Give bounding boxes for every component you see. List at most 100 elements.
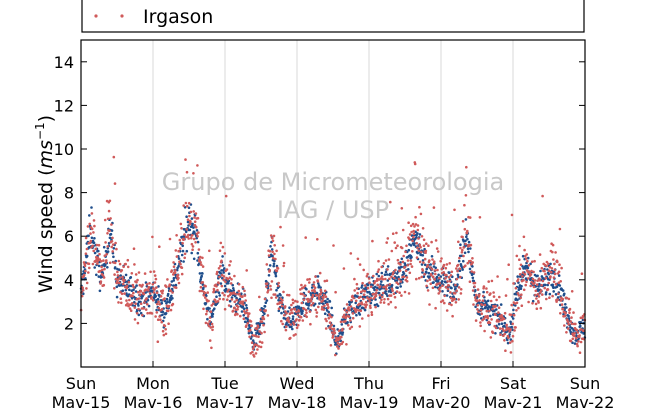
data-point — [279, 225, 282, 229]
data-point — [537, 301, 540, 304]
data-point — [313, 302, 317, 306]
data-point — [185, 249, 189, 253]
data-point — [426, 289, 430, 292]
data-point — [368, 304, 372, 308]
data-point — [334, 353, 337, 357]
data-point — [265, 299, 269, 302]
data-point — [314, 293, 318, 297]
data-point — [202, 286, 205, 290]
data-point — [227, 288, 230, 292]
data-point — [194, 212, 198, 215]
data-point — [439, 259, 443, 263]
data-point — [448, 271, 451, 275]
data-point — [199, 261, 202, 264]
data-point — [503, 332, 507, 336]
data-point — [401, 260, 405, 264]
data-point — [466, 229, 469, 233]
data-point — [255, 327, 259, 331]
data-point — [415, 277, 418, 281]
data-point — [204, 321, 208, 325]
data-point — [511, 322, 514, 326]
data-point — [236, 305, 240, 309]
data-point — [436, 279, 440, 283]
data-point — [570, 322, 574, 326]
data-point — [243, 294, 247, 297]
data-point — [157, 300, 160, 304]
data-point — [318, 297, 321, 301]
data-point — [459, 292, 463, 295]
data-point — [273, 293, 277, 296]
data-point — [307, 298, 311, 301]
data-point — [466, 247, 470, 251]
data-point — [125, 287, 129, 290]
data-point — [177, 264, 180, 268]
data-point — [403, 265, 407, 269]
data-point — [454, 287, 457, 290]
data-point — [85, 247, 89, 251]
data-point — [307, 300, 310, 304]
data-point — [420, 263, 424, 266]
data-point — [228, 263, 231, 267]
data-point — [270, 248, 274, 251]
data-point — [221, 255, 224, 258]
data-point — [345, 343, 348, 346]
data-point — [92, 249, 95, 253]
data-point — [396, 282, 400, 286]
data-point — [131, 294, 134, 298]
data-point — [391, 232, 395, 235]
data-points — [79, 155, 587, 358]
data-point — [563, 324, 566, 327]
data-point — [420, 250, 423, 254]
data-point — [350, 298, 353, 302]
data-point — [557, 281, 561, 285]
data-point — [221, 264, 225, 267]
data-point — [216, 300, 220, 303]
data-point — [424, 249, 428, 253]
data-point — [245, 306, 249, 310]
data-point — [218, 294, 221, 297]
data-point — [189, 220, 192, 224]
data-point — [217, 267, 221, 270]
data-point — [386, 268, 389, 271]
data-point — [187, 206, 191, 210]
data-point — [159, 295, 163, 298]
data-point — [267, 289, 270, 292]
data-point — [381, 277, 385, 281]
data-point — [567, 322, 570, 326]
data-point — [177, 281, 181, 285]
data-point — [106, 232, 109, 235]
data-point — [147, 304, 151, 308]
data-point — [308, 277, 311, 281]
data-point — [268, 264, 272, 267]
data-point — [198, 289, 202, 293]
data-point — [474, 319, 478, 322]
data-point — [535, 297, 538, 300]
data-point — [389, 294, 393, 297]
data-point — [245, 324, 248, 327]
data-point — [224, 194, 228, 198]
data-point — [159, 318, 162, 322]
data-point — [324, 295, 328, 299]
data-point — [174, 283, 178, 287]
data-point — [394, 246, 398, 250]
data-point — [168, 283, 171, 287]
data-point — [412, 229, 416, 233]
legend-marker-dot-2 — [120, 14, 124, 18]
data-point — [362, 293, 366, 297]
data-point — [174, 286, 178, 290]
data-point — [565, 296, 569, 300]
data-point — [376, 270, 380, 274]
data-point — [304, 308, 308, 312]
data-point — [373, 303, 377, 307]
data-point — [106, 247, 110, 250]
data-point — [198, 257, 201, 261]
data-point — [203, 291, 207, 295]
data-point — [394, 306, 397, 309]
data-point — [369, 297, 373, 300]
data-point — [568, 311, 571, 315]
data-point — [507, 263, 511, 267]
data-point — [84, 269, 87, 273]
data-point — [355, 308, 358, 312]
data-point — [456, 273, 460, 277]
data-point — [269, 284, 272, 288]
